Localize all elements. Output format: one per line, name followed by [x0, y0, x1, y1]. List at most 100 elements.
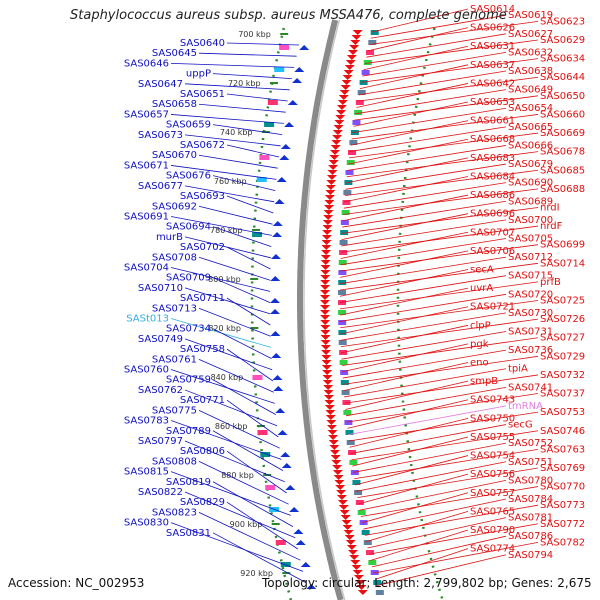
gene-category-block [375, 590, 384, 595]
gene-category-block [342, 200, 351, 205]
left-gene-label: SAS0657 [124, 109, 169, 120]
left-gene-label: SAS0646 [124, 58, 169, 69]
left-connector-line [226, 246, 271, 270]
left-gene-label: SAS0761 [152, 354, 197, 365]
right-connector-line [353, 101, 469, 127]
right-gene-label: SAS0660 [540, 109, 585, 120]
forward-gene-arrow [275, 408, 286, 413]
right-gene-label: SAS0726 [540, 314, 585, 325]
gene-category-block [340, 230, 349, 235]
left-gene-label: SAS0783 [124, 416, 169, 427]
reverse-gene-arrow [320, 285, 331, 290]
reverse-gene-arrow [330, 450, 340, 455]
left-connector-line [212, 430, 284, 471]
right-connector-line [359, 64, 469, 90]
right-gene-label: SAS0614 [470, 4, 515, 15]
forward-gene-arrow [294, 67, 305, 72]
right-gene-label: tpiA [508, 364, 528, 375]
reverse-gene-arrow [345, 60, 356, 65]
reverse-gene-arrow [320, 280, 331, 285]
reverse-gene-arrow [333, 125, 344, 130]
left-connector-line [226, 144, 280, 158]
right-gene-label: SAS0784 [508, 494, 553, 505]
reverse-gene-arrow [322, 225, 333, 230]
gene-category-block [348, 450, 356, 455]
right-gene-label: SAS0705 [508, 233, 553, 244]
reverse-gene-arrow [321, 240, 332, 245]
gene-category-block [264, 122, 275, 127]
forward-gene-arrow [270, 309, 281, 314]
right-gene-label: SAS0712 [508, 252, 553, 263]
reverse-gene-arrow [332, 135, 343, 140]
reverse-gene-arrow [320, 295, 331, 300]
left-connector-line [212, 277, 271, 303]
tick-label-1: 720 kbp [228, 79, 261, 88]
right-connector-line [363, 45, 469, 71]
reverse-gene-arrow [320, 275, 331, 280]
gene-category-block [279, 45, 290, 50]
tick-label-4: 780 kbp [210, 226, 243, 235]
tick-label-5: 800 kbp [208, 275, 241, 284]
right-gene-label: SAS0627 [508, 29, 553, 40]
left-connector-line [198, 512, 301, 561]
tick-label-3: 760 kbp [214, 177, 247, 186]
gene-category-block [343, 410, 352, 415]
tick-label-2: 740 kbp [220, 128, 253, 137]
reverse-gene-arrow [320, 330, 331, 335]
reverse-gene-arrow [342, 75, 353, 80]
gene-category-block [363, 60, 372, 65]
reverse-gene-arrow [336, 490, 347, 495]
reverse-gene-arrow [334, 480, 345, 485]
left-gene-label: SAS0709 [166, 273, 211, 284]
left-gene-label: SAS0822 [138, 487, 183, 498]
reverse-gene-arrow [323, 385, 334, 390]
left-connector-line [212, 481, 294, 527]
reverse-gene-labels: SAS0614SAS0619SAS0623SAS0626SAS0627SAS06… [339, 4, 585, 587]
right-connector-line [367, 27, 469, 52]
genome-backbone-highlight [303, 19, 346, 600]
left-gene-label: SAS0759 [166, 375, 211, 386]
reverse-gene-arrow [336, 110, 347, 115]
right-gene-label: SAS0781 [508, 513, 553, 524]
gene-category-block [348, 150, 356, 155]
right-connector-line [354, 95, 539, 121]
right-gene-label: SAS0649 [508, 85, 553, 96]
reverse-gene-arrow [348, 50, 359, 55]
right-connector-line [349, 417, 469, 448]
right-gene-label: SAS0679 [508, 159, 553, 170]
right-connector-line [339, 269, 469, 297]
forward-gene-arrow [274, 199, 285, 204]
gene-category-block [252, 375, 263, 380]
reverse-gene-arrow [320, 290, 331, 295]
left-gene-label: SAS0694 [166, 222, 211, 233]
reverse-gene-arrow [320, 310, 331, 315]
gene-category-block [338, 340, 347, 345]
left-gene-label: SAS0640 [180, 38, 225, 49]
right-gene-label: SAS0741 [508, 382, 553, 393]
reverse-gene-arrow [349, 555, 360, 560]
reverse-gene-arrow [339, 90, 350, 95]
gene-category-block [338, 290, 347, 295]
right-connector-line [353, 442, 507, 473]
left-connector-line [184, 491, 296, 539]
reverse-gene-arrow [338, 95, 349, 100]
left-connector-line [170, 267, 271, 292]
left-gene-label: SAS0760 [124, 365, 169, 376]
right-gene-label: prfB [540, 277, 561, 288]
right-gene-label: SAS0634 [540, 54, 585, 65]
left-gene-label: SAS0831 [166, 528, 211, 539]
left-connector-line [198, 154, 278, 169]
left-connector-line [212, 532, 307, 583]
right-gene-label: SAS0752 [508, 438, 553, 449]
forward-gene-arrow [277, 430, 288, 435]
right-gene-label: SAS0790 [470, 525, 515, 536]
right-gene-label: SAS0720 [508, 289, 553, 300]
right-connector-line [340, 306, 469, 335]
right-connector-line [352, 107, 507, 134]
right-gene-label: nrdI [540, 202, 560, 213]
right-connector-line [348, 132, 539, 159]
left-connector-line [198, 103, 286, 113]
reverse-gene-arrow [325, 185, 336, 190]
gene-category-block [280, 562, 291, 567]
